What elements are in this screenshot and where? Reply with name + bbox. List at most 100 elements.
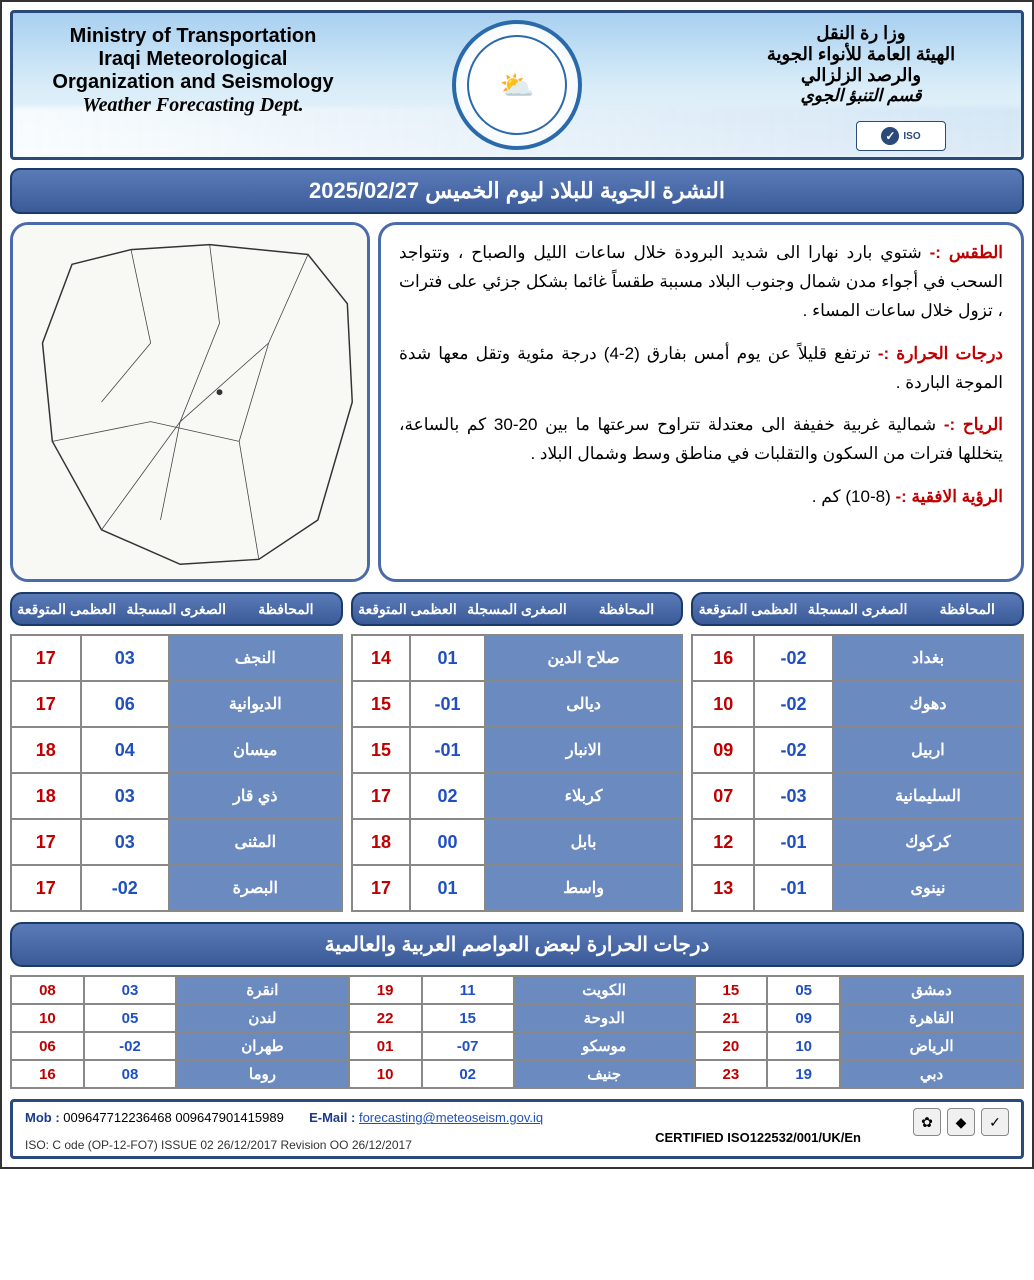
world-city: موسكو: [514, 1032, 695, 1060]
table-row: النجف0317: [11, 635, 342, 681]
table-row: السليمانية03-07: [692, 773, 1023, 819]
min-cell: 01-: [754, 865, 833, 911]
col-max: العظمى المتوقعة: [693, 598, 803, 620]
gov-cell: كركوك: [833, 819, 1023, 865]
world-min: 02: [422, 1060, 514, 1088]
org-ar-line2: الهيئة العامة للأنواء الجوية: [721, 44, 1001, 65]
map-svg: [13, 225, 367, 579]
world-table: دمشق0515الكويت1119انقرة0308القاهرة0921ال…: [10, 975, 1024, 1089]
header-arabic: وزا رة النقل الهيئة العامة للأنواء الجوي…: [721, 23, 1001, 106]
wind-label: الرياح :-: [944, 415, 1003, 434]
world-city: دمشق: [840, 976, 1023, 1004]
table-row: ذي قار0318: [11, 773, 342, 819]
world-city: الكويت: [514, 976, 695, 1004]
min-cell: 03-: [754, 773, 833, 819]
org-en-line3: Organization and Seismology: [33, 71, 353, 94]
world-min: 07-: [422, 1032, 514, 1060]
weather-icon: ⛅: [467, 35, 567, 135]
iraq-table-headers: المحافظةالصغرى المسجلةالعظمى المتوقعةالم…: [10, 592, 1024, 626]
table-header-group: المحافظةالصغرى المسجلةالعظمى المتوقعة: [10, 592, 343, 626]
email-link[interactable]: forecasting@meteoseism.gov.iq: [359, 1110, 543, 1125]
table-row: بابل0018: [352, 819, 683, 865]
iso-code-line: ISO: C ode (OP-12-FO7) ISSUE 02 26/12/20…: [25, 1138, 412, 1152]
world-row: دمشق0515الكويت1119انقرة0308: [11, 976, 1023, 1004]
forecast-text-box: الطقس :- شتوي بارد نهارا الى شديد البرود…: [378, 222, 1024, 582]
table-row: ميسان0418: [11, 727, 342, 773]
header-english: Ministry of Transportation Iraqi Meteoro…: [33, 25, 353, 117]
world-max: 20: [695, 1032, 768, 1060]
wind-para: الرياح :- شمالية غربية خفيفة الى معتدلة …: [399, 411, 1003, 469]
max-cell: 17: [11, 635, 81, 681]
col-gov: المحافظة: [912, 598, 1022, 620]
gov-cell: بغداد: [833, 635, 1023, 681]
footer-badges: ✿ ◆ ✓: [913, 1108, 1009, 1136]
contact-line: Mob : 009647712236468 009647901415989 E-…: [25, 1110, 1009, 1125]
max-cell: 17: [11, 681, 81, 727]
world-max: 08: [11, 976, 84, 1004]
temp-label: درجات الحرارة :-: [878, 344, 1003, 363]
max-cell: 07: [692, 773, 754, 819]
badge-2: ◆: [947, 1108, 975, 1136]
gov-cell: بابل: [485, 819, 683, 865]
max-cell: 12: [692, 819, 754, 865]
col-max: العظمى المتوقعة: [12, 598, 122, 620]
min-cell: 06: [81, 681, 169, 727]
world-row: القاهرة0921الدوحة1522لندن0510: [11, 1004, 1023, 1032]
world-city: دبي: [840, 1060, 1023, 1088]
world-max: 22: [349, 1004, 422, 1032]
gov-cell: ديالى: [485, 681, 683, 727]
table-header-group: المحافظةالصغرى المسجلةالعظمى المتوقعة: [351, 592, 684, 626]
col-gov: المحافظة: [572, 598, 682, 620]
world-max: 06: [11, 1032, 84, 1060]
gov-cell: دهوك: [833, 681, 1023, 727]
cert-text: CERTIFIED ISO122532/001/UK/En: [655, 1130, 861, 1145]
vis-para: الرؤية الافقية :- (8-10) كم .: [399, 483, 1003, 512]
world-city: روما: [176, 1060, 349, 1088]
table-header-group: المحافظةالصغرى المسجلةالعظمى المتوقعة: [691, 592, 1024, 626]
max-cell: 14: [352, 635, 411, 681]
max-cell: 17: [11, 865, 81, 911]
iso-badge: ISO: [856, 121, 946, 151]
world-city: الرياض: [840, 1032, 1023, 1060]
col-max: العظمى المتوقعة: [353, 598, 463, 620]
col-min: الصغرى المسجلة: [122, 598, 232, 620]
gov-cell: الديوانية: [169, 681, 342, 727]
iraq-column: النجف0317الديوانية0617ميسان0418ذي قار031…: [10, 634, 343, 912]
max-cell: 10: [692, 681, 754, 727]
badge-1: ✿: [913, 1108, 941, 1136]
min-cell: 04: [81, 727, 169, 773]
world-max: 21: [695, 1004, 768, 1032]
world-min: 10: [767, 1032, 840, 1060]
max-cell: 15: [352, 727, 411, 773]
min-cell: 02-: [754, 635, 833, 681]
header-banner: Ministry of Transportation Iraqi Meteoro…: [10, 10, 1024, 160]
table-row: صلاح الدين0114: [352, 635, 683, 681]
world-max: 01: [349, 1032, 422, 1060]
table-row: البصرة02-17: [11, 865, 342, 911]
min-cell: 01: [410, 865, 485, 911]
footer: Mob : 009647712236468 009647901415989 E-…: [10, 1099, 1024, 1159]
gov-cell: البصرة: [169, 865, 342, 911]
table-row: واسط0117: [352, 865, 683, 911]
world-min: 09: [767, 1004, 840, 1032]
mid-section: الطقس :- شتوي بارد نهارا الى شديد البرود…: [10, 222, 1024, 582]
min-cell: 03: [81, 819, 169, 865]
gov-cell: النجف: [169, 635, 342, 681]
col-gov: المحافظة: [231, 598, 341, 620]
world-city: القاهرة: [840, 1004, 1023, 1032]
max-cell: 18: [352, 819, 411, 865]
col-min: الصغرى المسجلة: [803, 598, 913, 620]
world-city: جنيف: [514, 1060, 695, 1088]
wind-text: شمالية غربية خفيفة الى معتدلة تتراوح سرع…: [399, 415, 1003, 463]
world-min: 02-: [84, 1032, 176, 1060]
table-row: اربيل02-09: [692, 727, 1023, 773]
world-min: 05: [84, 1004, 176, 1032]
org-ar-line3: والرصد الزلزالي: [721, 65, 1001, 86]
world-max: 10: [11, 1004, 84, 1032]
gov-cell: واسط: [485, 865, 683, 911]
vis-text: (8-10) كم .: [812, 487, 891, 506]
bulletin-title: النشرة الجوية للبلاد ليوم الخميس 2025/02…: [10, 168, 1024, 214]
min-cell: 02-: [754, 727, 833, 773]
org-en-line4: Weather Forecasting Dept.: [33, 94, 353, 117]
min-cell: 00: [410, 819, 485, 865]
